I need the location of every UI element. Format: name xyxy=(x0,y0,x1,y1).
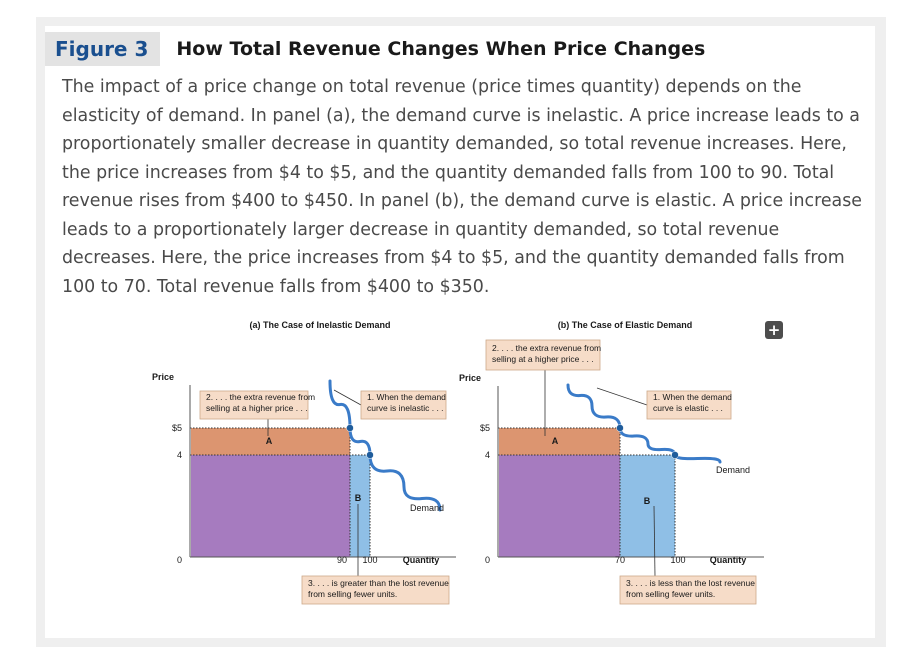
panel-b-x-tick-1: 100 xyxy=(670,555,685,565)
panel-b-y-tick-2: 0 xyxy=(485,555,490,565)
panel-b-curve-text-1: curve is elastic . . . xyxy=(653,403,723,413)
panel-b-revenue_loss-text-0: 3. . . . is less than the lost revenue xyxy=(626,578,755,588)
panel-b-area-purple xyxy=(499,455,620,557)
panel-a-curve-text-0: 1. When the demand xyxy=(367,392,446,402)
panel-b-area-b-label: B xyxy=(644,496,651,506)
panel-a-curve-text-1: curve is inelastic . . . xyxy=(367,403,444,413)
plus-icon[interactable]: + xyxy=(765,321,783,339)
panel-a-revenue_gain-text-1: selling at a higher price . . . xyxy=(206,403,308,413)
panel-a-y-axis-label: Price xyxy=(152,372,174,382)
panel-a-curve-box xyxy=(360,390,447,420)
panel-b-revenue_loss-leader xyxy=(653,505,656,577)
panel-b-revenue_loss-box xyxy=(619,575,757,605)
panel-b-y-tick-0: $5 xyxy=(480,423,490,433)
panel-b-x-tick-0: 70 xyxy=(615,555,625,565)
panel-b-revenue_gain-box xyxy=(485,339,601,371)
panel-a-point-1 xyxy=(366,451,374,459)
figure-caption: The impact of a price change on total re… xyxy=(62,77,862,297)
panel-b-y-tick-1: 4 xyxy=(485,450,490,460)
panel-b-revenue_loss-text-1: from selling fewer units. xyxy=(626,589,715,599)
panel-a-y-tick-2: 0 xyxy=(177,555,182,565)
panel-b-area-b xyxy=(620,455,675,557)
panel-a-area-b xyxy=(350,455,370,557)
panel-b-revenue_gain-text-0: 2. . . . the extra revenue from xyxy=(492,343,601,353)
figure-title: How Total Revenue Changes When Price Cha… xyxy=(176,38,706,60)
panel-a-revenue_loss-text-0: 3. . . . is greater than the lost revenu… xyxy=(308,578,449,588)
panel-b-revenue_gain-text-1: selling at a higher price . . . xyxy=(492,354,594,364)
panel-a-x-tick-1: 100 xyxy=(362,555,377,565)
panel-a-y-tick-1: 4 xyxy=(177,450,182,460)
panel-b-point-0 xyxy=(616,424,624,432)
figure-card: Figure 3 How Total Revenue Changes When … xyxy=(45,26,875,638)
panel-a-curve-leader xyxy=(333,389,362,406)
panel-a-revenue_loss-box xyxy=(301,575,450,605)
panel-a-y-tick-0: $5 xyxy=(172,423,182,433)
figure-number: Figure 3 xyxy=(45,32,161,66)
panel-a-area-purple xyxy=(191,455,350,557)
panel-a-x-axis-label: Quantity xyxy=(403,555,440,565)
panel-a-revenue_loss-text-1: from selling fewer units. xyxy=(308,589,397,599)
panel-b-area-a-label: A xyxy=(552,436,559,446)
panel-a-revenue_gain-box xyxy=(199,390,309,420)
panel-b-curve-box xyxy=(646,390,732,420)
panel-b-y-axis-label: Price xyxy=(459,373,481,383)
panel-b-area-a xyxy=(499,428,620,455)
panel-b-curve-leader xyxy=(596,387,648,406)
panel-b-curve-text-0: 1. When the demand xyxy=(653,392,732,402)
panel-a-point-0 xyxy=(346,424,354,432)
panel-b-demand-label: Demand xyxy=(716,465,750,475)
panel-b-title: (b) The Case of Elastic Demand xyxy=(558,320,693,330)
panel-a-area-b-label: B xyxy=(355,493,362,503)
panel-b-point-1 xyxy=(671,451,679,459)
panel-a-area-a-label: A xyxy=(266,436,273,446)
panel-b-x-axis-label: Quantity xyxy=(710,555,747,565)
figure-header: Figure 3 How Total Revenue Changes When … xyxy=(45,32,706,66)
panel-a-area-a xyxy=(191,428,350,455)
panel-a-x-tick-0: 90 xyxy=(337,555,347,565)
panel-a-demand-label: Demand xyxy=(410,503,444,513)
panel-a-revenue_gain-text-0: 2. . . . the extra revenue from xyxy=(206,392,315,402)
panel-a-title: (a) The Case of Inelastic Demand xyxy=(249,320,390,330)
